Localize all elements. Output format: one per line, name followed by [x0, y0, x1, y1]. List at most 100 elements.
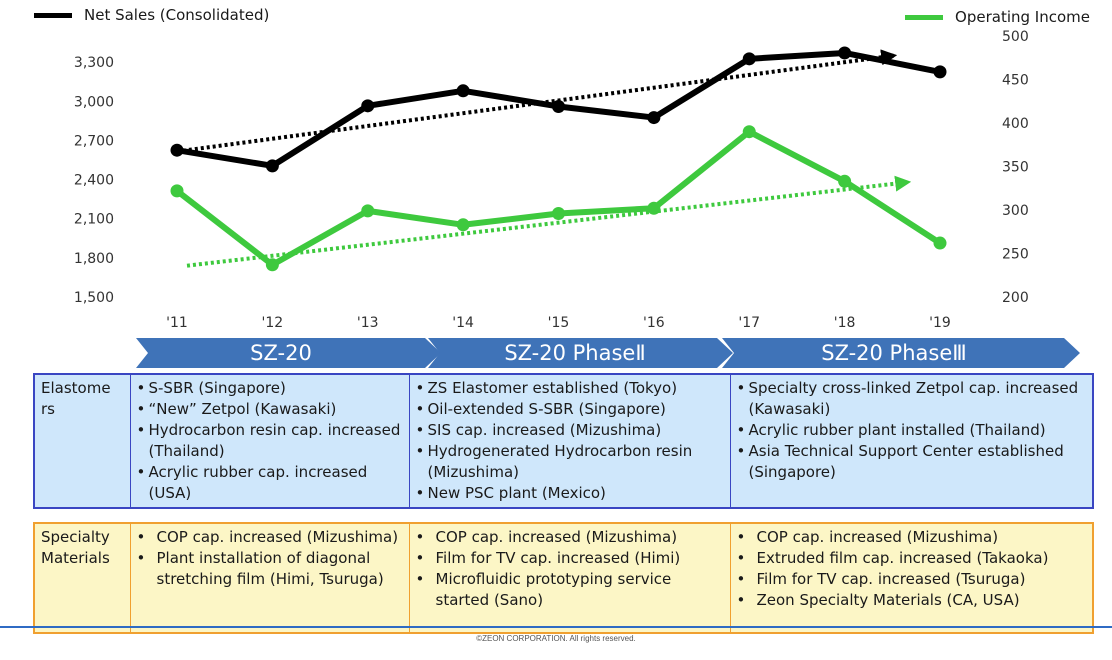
item-list: COP cap. increased (Mizushima)Extruded f…	[737, 527, 1088, 611]
list-item: Acrylic rubber plant installed (Thailand…	[737, 420, 1088, 441]
specialty-col-2: COP cap. increased (Mizushima)Film for T…	[408, 523, 731, 633]
left-axis-ticks: 1,500 1,800 2,100 2,400 2,700 3,000 3,300	[74, 55, 114, 306]
operating-income-point	[742, 125, 756, 139]
list-item: Extruded film cap. increased (Takaoka)	[737, 548, 1088, 569]
list-item: New PSC plant (Mexico)	[416, 483, 725, 504]
x-tick-label: '13	[357, 315, 379, 331]
operating-income-point	[933, 236, 947, 250]
list-item: Plant installation of diagonal stretchin…	[137, 548, 404, 590]
right-tick-label: 350	[1002, 160, 1029, 176]
phase-label-1: SZ-20	[250, 341, 312, 365]
elastomers-col-1: S-SBR (Singapore)“New” Zetpol (Kawasaki)…	[129, 374, 410, 508]
item-list: ZS Elastomer established (Tokyo)Oil-exte…	[416, 378, 725, 504]
net-sales-point	[361, 99, 375, 113]
elastomers-col-3: Specialty cross-linked Zetpol cap. incre…	[729, 374, 1094, 508]
list-item: Film for TV cap. increased (Tsuruga)	[737, 569, 1088, 590]
copyright: ©ZEON CORPORATION. All rights reserved.	[476, 634, 636, 643]
left-tick-label: 2,700	[74, 133, 114, 149]
list-item: ZS Elastomer established (Tokyo)	[416, 378, 725, 399]
left-tick-label: 1,800	[74, 251, 114, 267]
series-lines	[170, 46, 947, 272]
elastomers-table: Elastome rs S-SBR (Singapore)“New” Zetpo…	[33, 373, 1094, 509]
list-item: Hydrocarbon resin cap. increased (Thaila…	[137, 420, 404, 462]
list-item: COP cap. increased (Mizushima)	[416, 527, 725, 548]
phase-arrows	[136, 338, 1080, 368]
list-item: Acrylic rubber cap. increased (USA)	[137, 462, 404, 504]
operating-income-trend-line	[186, 175, 912, 268]
right-tick-label: 400	[1002, 116, 1029, 132]
row-label-specialty-materials: Specialty Materials	[33, 523, 131, 633]
left-tick-label: 2,100	[74, 212, 114, 228]
operating-income-point	[170, 184, 184, 198]
list-item: SIS cap. increased (Mizushima)	[416, 420, 725, 441]
x-tick-label: '16	[643, 315, 665, 331]
item-list: Specialty cross-linked Zetpol cap. incre…	[737, 378, 1088, 483]
x-axis-ticks: '11 '12 '13 '14 '15 '16 '17 '18 '19	[166, 315, 951, 331]
x-tick-label: '12	[262, 315, 284, 331]
phase-label-2: SZ-20 PhaseⅡ	[504, 341, 646, 365]
phase-label-3: SZ-20 PhaseⅢ	[821, 341, 967, 365]
item-list: S-SBR (Singapore)“New” Zetpol (Kawasaki)…	[137, 378, 404, 504]
left-tick-label: 3,300	[74, 55, 114, 71]
operating-income-point	[838, 174, 852, 188]
specialty-materials-table: Specialty Materials COP cap. increased (…	[33, 522, 1094, 634]
x-tick-label: '11	[166, 315, 188, 331]
legend-operating-income: Operating Income	[905, 8, 1090, 26]
list-item: Film for TV cap. increased (Himi)	[416, 548, 725, 569]
left-tick-label: 2,400	[74, 173, 114, 189]
net-sales-point	[552, 99, 565, 113]
legend-label-operating-income: Operating Income	[955, 8, 1090, 26]
net-sales-point	[170, 143, 184, 157]
elastomers-col-2: ZS Elastomer established (Tokyo)Oil-exte…	[408, 374, 731, 508]
footer-divider	[0, 626, 1112, 628]
left-tick-label: 1,500	[74, 290, 114, 306]
phase-arrow-1	[136, 338, 441, 368]
x-tick-label: '17	[738, 315, 760, 331]
net-sales-point	[838, 46, 852, 60]
x-tick-label: '18	[834, 315, 856, 331]
list-item: COP cap. increased (Mizushima)	[737, 527, 1088, 548]
right-tick-label: 200	[1002, 290, 1029, 306]
item-list: COP cap. increased (Mizushima)Plant inst…	[137, 527, 404, 590]
list-item: S-SBR (Singapore)	[137, 378, 404, 399]
list-item: Specialty cross-linked Zetpol cap. incre…	[737, 378, 1088, 420]
net-sales-point	[933, 65, 947, 79]
right-axis-ticks: 200 250 300 350 400 450 500	[1002, 29, 1029, 306]
x-tick-label: '14	[452, 315, 474, 331]
operating-income-point	[647, 201, 661, 215]
left-tick-label: 3,000	[74, 94, 114, 110]
list-item: Zeon Specialty Materials (CA, USA)	[737, 590, 1088, 611]
net-sales-point	[456, 84, 470, 98]
trend-lines	[176, 49, 912, 268]
legend-label-net-sales: Net Sales (Consolidated)	[84, 6, 270, 24]
x-tick-label: '15	[548, 315, 570, 331]
list-item: Hydrogenerated Hydrocarbon resin (Mizush…	[416, 441, 725, 483]
list-item: COP cap. increased (Mizushima)	[137, 527, 404, 548]
specialty-col-3: COP cap. increased (Mizushima)Extruded f…	[729, 523, 1094, 633]
net-sales-point	[265, 159, 279, 173]
net-sales-point	[742, 52, 756, 66]
operating-income-point	[456, 218, 470, 232]
legend-swatch-green	[905, 14, 944, 20]
list-item: Microfluidic prototyping service started…	[416, 569, 725, 611]
operating-income-point	[552, 206, 565, 220]
net-sales-point	[647, 111, 661, 125]
item-list: COP cap. increased (Mizushima)Film for T…	[416, 527, 725, 611]
list-item: Oil-extended S-SBR (Singapore)	[416, 399, 725, 420]
phase-arrow-2	[428, 338, 733, 368]
operating-income-point	[361, 204, 375, 218]
phase-arrow-3	[722, 338, 1080, 368]
operating-income-point	[265, 258, 279, 272]
legend-net-sales: Net Sales (Consolidated)	[34, 6, 269, 24]
right-tick-label: 250	[1002, 247, 1029, 263]
right-tick-label: 450	[1002, 73, 1029, 89]
specialty-col-1: COP cap. increased (Mizushima)Plant inst…	[129, 523, 410, 633]
legend-swatch-black	[34, 12, 72, 18]
list-item: Asia Technical Support Center establishe…	[737, 441, 1088, 483]
row-label-elastomers: Elastome rs	[33, 374, 131, 508]
right-tick-label: 500	[1002, 29, 1029, 45]
right-tick-label: 300	[1002, 203, 1029, 219]
list-item: “New” Zetpol (Kawasaki)	[137, 399, 404, 420]
x-tick-label: '19	[929, 315, 951, 331]
